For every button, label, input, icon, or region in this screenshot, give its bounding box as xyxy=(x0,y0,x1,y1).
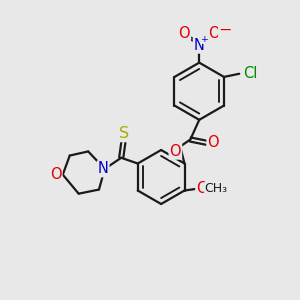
Text: N: N xyxy=(98,161,109,176)
Text: N: N xyxy=(194,38,205,53)
Text: Cl: Cl xyxy=(243,66,257,81)
Text: +: + xyxy=(200,35,208,44)
Text: O: O xyxy=(196,182,208,196)
Text: O: O xyxy=(207,135,219,150)
Text: S: S xyxy=(119,126,129,141)
Text: CH₃: CH₃ xyxy=(205,182,228,195)
Text: O: O xyxy=(169,144,181,159)
Text: O: O xyxy=(178,26,190,40)
Text: −: − xyxy=(218,22,231,38)
Text: O: O xyxy=(208,26,220,40)
Text: O: O xyxy=(50,167,61,182)
